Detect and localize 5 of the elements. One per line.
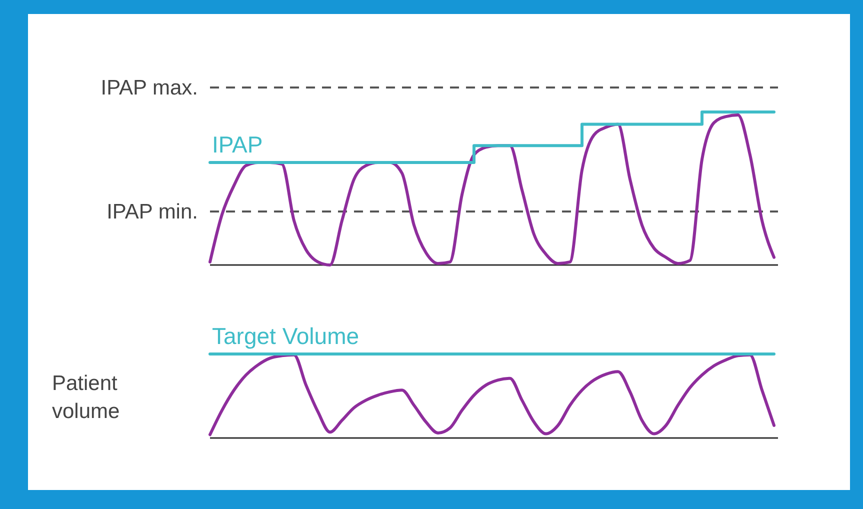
y-axis-title: Patient volume [52,372,120,423]
series-label: IPAP [212,131,263,158]
ref-line-label: IPAP max. [100,76,198,100]
series-label: Target Volume [212,323,360,349]
ref-line-label: IPAP min. [106,200,198,224]
